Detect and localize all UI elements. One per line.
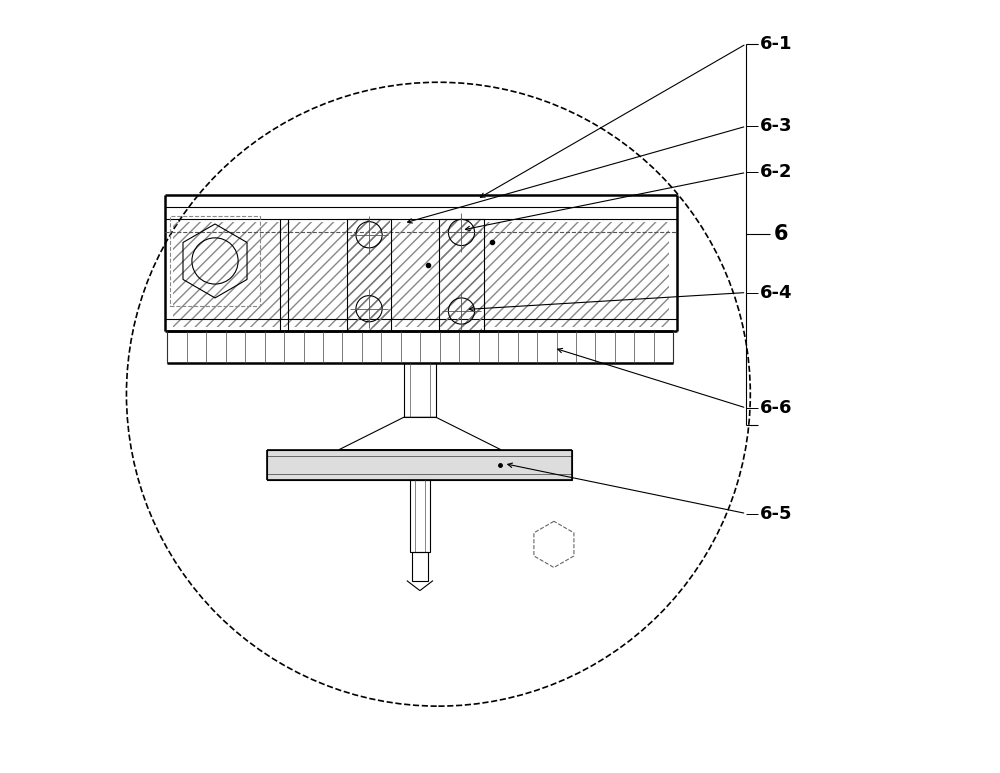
Bar [439, 219, 484, 331]
Bar [267, 450, 572, 481]
Text: 6-3: 6-3 [760, 117, 793, 135]
Text: 6-2: 6-2 [760, 163, 793, 182]
Bar [348, 220, 390, 329]
Text: 6-5: 6-5 [760, 505, 793, 523]
Bar [404, 363, 436, 417]
Bar [410, 481, 430, 552]
Bar [412, 552, 428, 581]
Bar [441, 220, 482, 329]
Text: 6-6: 6-6 [760, 399, 793, 417]
Text: 6-1: 6-1 [760, 35, 793, 53]
Bar [347, 219, 391, 331]
Text: 6-4: 6-4 [760, 284, 793, 301]
Bar [173, 223, 669, 327]
Text: 6: 6 [773, 224, 788, 244]
